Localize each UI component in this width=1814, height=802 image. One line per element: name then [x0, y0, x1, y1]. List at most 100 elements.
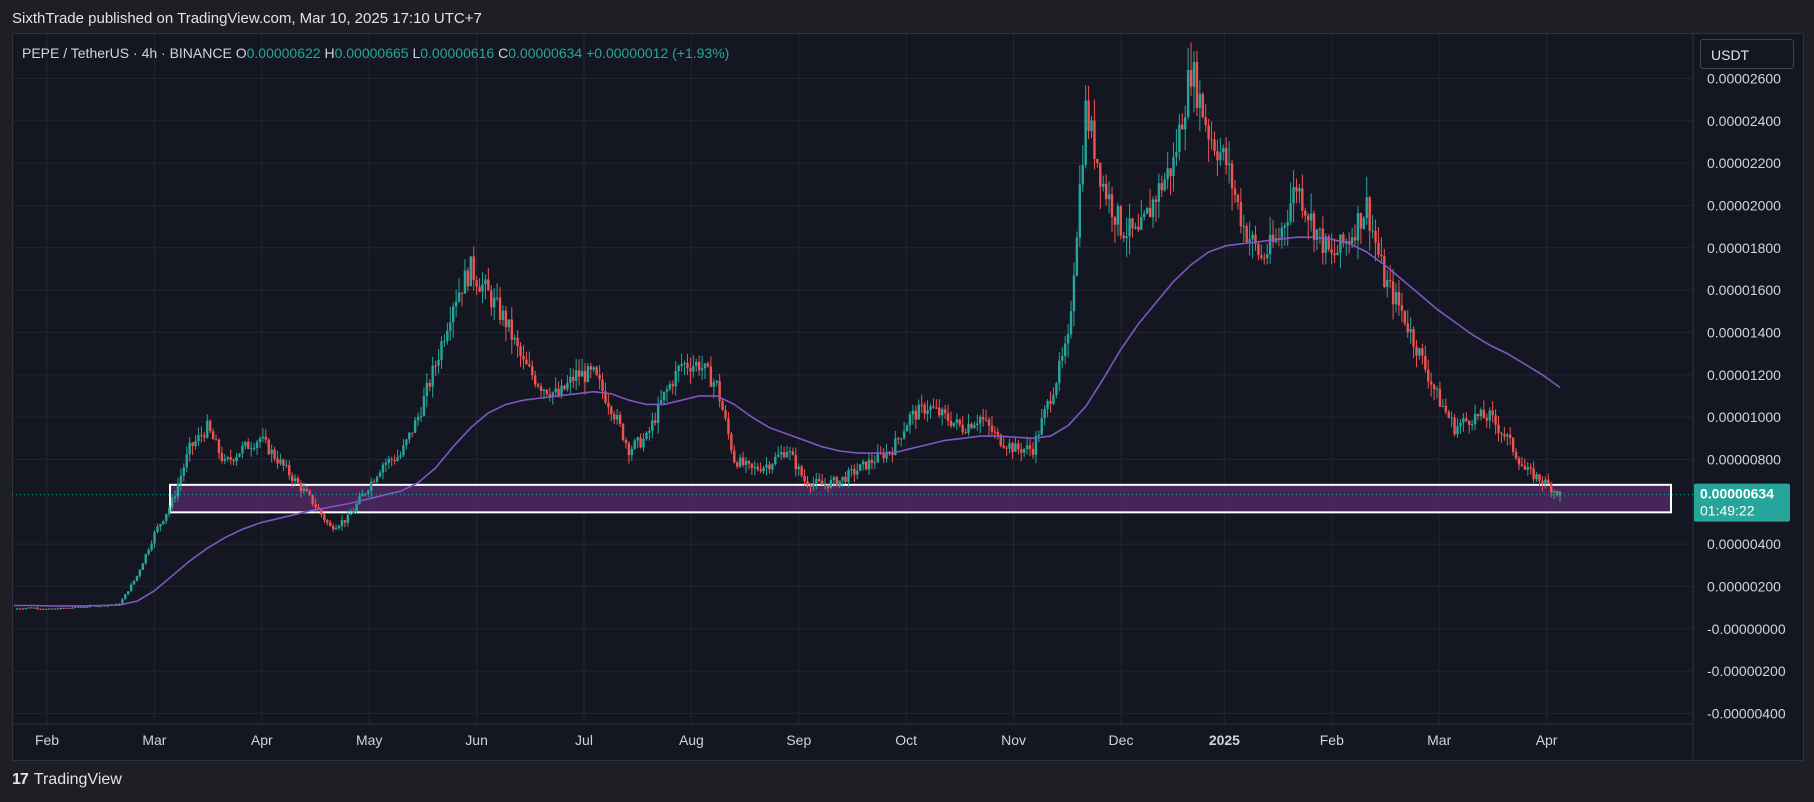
open-label: O [235, 45, 247, 61]
candle-body [203, 435, 206, 438]
candle-body [996, 432, 1000, 435]
candle-body [574, 370, 578, 381]
candle-body [905, 425, 909, 432]
candle-body [18, 608, 22, 610]
candle-body [408, 432, 411, 440]
candle-body [1160, 183, 1163, 191]
footer: 17 TradingView [12, 771, 122, 789]
currency-selector[interactable]: USDT [1700, 39, 1794, 69]
candle-body [1093, 120, 1096, 159]
candle-body [162, 520, 165, 524]
candle-body [958, 419, 961, 425]
candle-body [463, 270, 467, 294]
candle-body [1500, 432, 1503, 435]
candle-body [56, 608, 60, 610]
candle-body [249, 448, 253, 450]
candle-body [1052, 394, 1055, 404]
candle-body [516, 337, 519, 347]
candle-body [642, 438, 645, 448]
symbol-legend[interactable]: PEPE / TetherUS · 4h · BINANCE O0.000006… [22, 45, 729, 61]
price-tag-box [1694, 483, 1790, 522]
candle-body [981, 416, 985, 420]
candle-body [182, 467, 186, 476]
candle-body [1304, 210, 1307, 216]
candle-body [709, 366, 713, 387]
candle-body [39, 608, 42, 610]
candle-body [1271, 234, 1275, 242]
candle-body [495, 297, 499, 299]
candle-body [1031, 449, 1035, 455]
symbol-name[interactable]: PEPE / TetherUS · 4h · BINANCE [22, 45, 232, 61]
candle-body [71, 607, 74, 609]
y-tick-label: 0.00001200 [1707, 367, 1781, 383]
candle-body [768, 464, 771, 470]
candle-body [671, 384, 675, 387]
y-tick-label: 0.00001400 [1707, 324, 1781, 340]
candle-body [522, 355, 525, 360]
candle-body [308, 491, 311, 495]
candle-body [736, 462, 739, 467]
candle-body [126, 591, 130, 595]
x-tick-label: Sep [786, 732, 811, 748]
x-tick-label: Mar [142, 732, 166, 748]
candle-body [1429, 381, 1433, 385]
candle-body [1406, 323, 1409, 333]
candle-body [1371, 230, 1374, 232]
candle-body [261, 436, 265, 439]
candle-body [712, 382, 715, 387]
candle-body [153, 531, 156, 544]
candle-body [30, 607, 33, 609]
candle-body [232, 459, 235, 462]
candle-body [33, 607, 36, 609]
candle-body [1321, 228, 1325, 253]
candle-body [326, 520, 329, 523]
candle-body [797, 466, 800, 470]
candle-body [419, 415, 423, 418]
candle-body [443, 340, 446, 342]
candle-body [402, 445, 405, 456]
candle-body [774, 456, 777, 465]
candle-body [1102, 183, 1105, 187]
candle-body [1365, 197, 1368, 218]
candle-body [1225, 147, 1228, 166]
candle-body [1441, 405, 1445, 407]
candle-body [1169, 168, 1172, 177]
candle-body [1511, 437, 1515, 452]
high-label: H [324, 45, 335, 61]
candle-body [630, 448, 634, 456]
candle-body [589, 366, 593, 370]
candle-body [1040, 418, 1043, 435]
y-tick-label: 0.00002000 [1707, 197, 1781, 213]
publish-header: SixthTrade published on TradingView.com,… [12, 10, 482, 27]
candle-body [311, 494, 314, 505]
candle-body [492, 297, 496, 308]
candle-body [1347, 240, 1351, 244]
candle-body [36, 607, 39, 609]
candle-body [677, 366, 680, 372]
candle-body [580, 371, 584, 377]
y-tick-label: 0.00002600 [1707, 70, 1781, 86]
candle-body [1535, 474, 1538, 480]
candle-body [1479, 409, 1483, 417]
chart-frame[interactable] [12, 33, 1804, 761]
candle-body [346, 514, 349, 523]
candle-body [1186, 70, 1190, 118]
candle-body [267, 439, 270, 455]
candle-body [897, 438, 900, 440]
candle-body [288, 464, 291, 476]
candle-body [548, 394, 552, 398]
candle-body [727, 418, 730, 435]
candle-body [1189, 70, 1193, 87]
candle-body [1485, 418, 1488, 421]
candle-body [206, 420, 209, 438]
candle-body [683, 362, 686, 365]
candle-body [1473, 413, 1477, 425]
candle-body [396, 457, 399, 461]
y-tick-label: 0.00001800 [1707, 240, 1781, 256]
candle-body [835, 477, 838, 486]
candle-body [1330, 249, 1333, 254]
candle-body [405, 439, 408, 446]
candle-body [528, 364, 531, 367]
candle-body [1380, 254, 1383, 257]
